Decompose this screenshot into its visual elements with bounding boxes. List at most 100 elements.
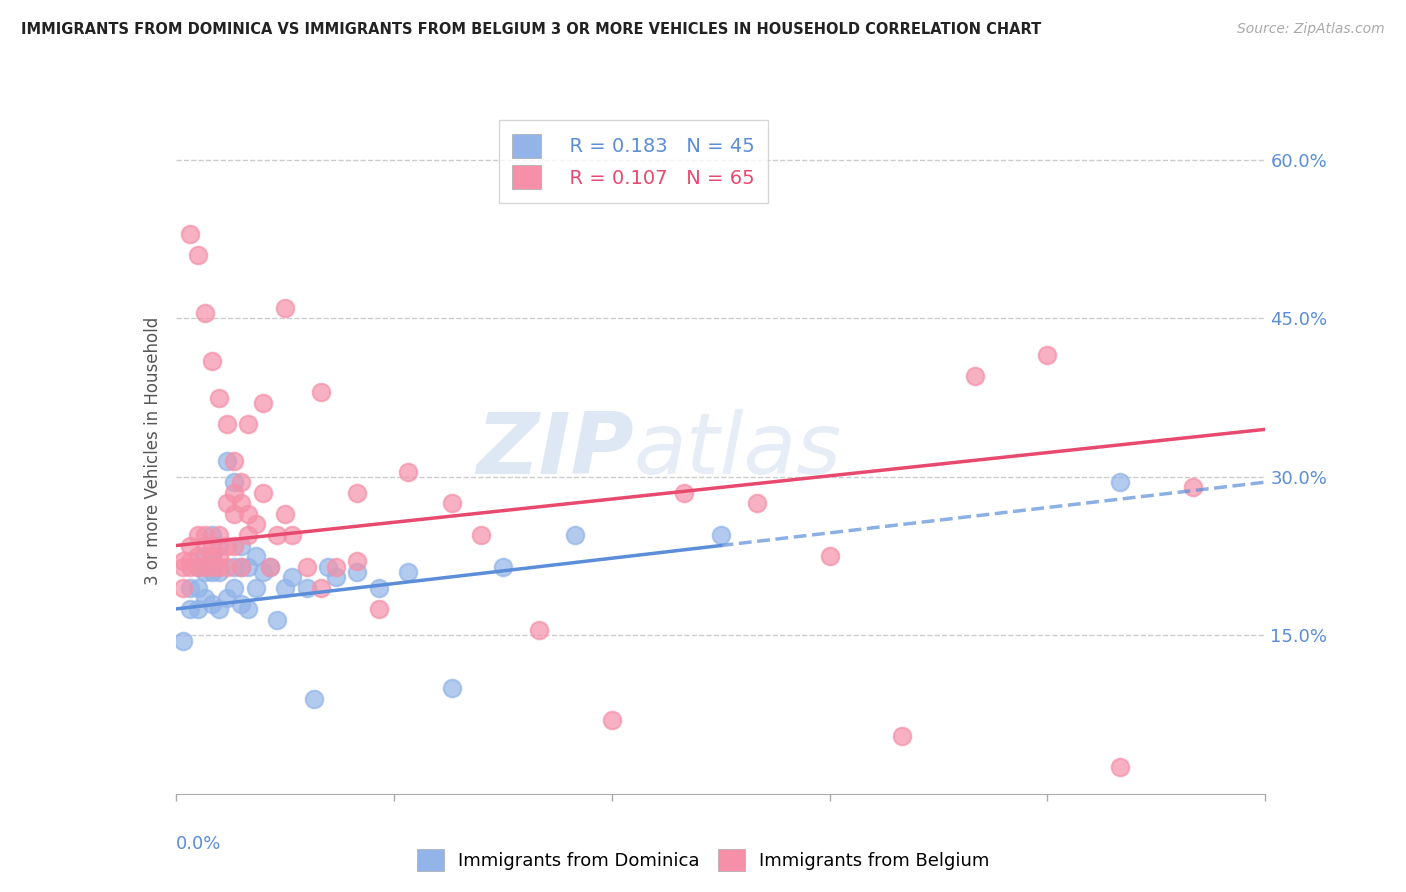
Point xyxy=(194,306,217,320)
Point xyxy=(194,539,217,553)
Point xyxy=(208,559,231,574)
Point xyxy=(492,559,515,574)
Point xyxy=(274,581,297,595)
Point xyxy=(346,554,368,568)
Point xyxy=(222,454,245,468)
Point xyxy=(172,554,194,568)
Point xyxy=(201,565,224,579)
Point xyxy=(222,539,245,553)
Point xyxy=(710,528,733,542)
Point xyxy=(245,549,267,563)
Point xyxy=(963,369,986,384)
Point xyxy=(231,559,253,574)
Point xyxy=(238,417,260,431)
Point xyxy=(194,528,217,542)
Text: atlas: atlas xyxy=(633,409,841,492)
Point xyxy=(208,391,231,405)
Y-axis label: 3 or more Vehicles in Household: 3 or more Vehicles in Household xyxy=(143,317,162,584)
Point xyxy=(368,602,391,616)
Point xyxy=(274,507,297,521)
Point xyxy=(186,549,209,563)
Legend:   R = 0.183   N = 45,   R = 0.107   N = 65: R = 0.183 N = 45, R = 0.107 N = 65 xyxy=(499,120,768,202)
Point xyxy=(309,385,332,400)
Point xyxy=(179,559,201,574)
Point xyxy=(302,691,325,706)
Legend: Immigrants from Dominica, Immigrants from Belgium: Immigrants from Dominica, Immigrants fro… xyxy=(409,842,997,879)
Point xyxy=(186,602,209,616)
Point xyxy=(215,559,238,574)
Point xyxy=(238,602,260,616)
Point xyxy=(252,565,274,579)
Point xyxy=(179,581,201,595)
Point xyxy=(252,396,274,410)
Text: Source: ZipAtlas.com: Source: ZipAtlas.com xyxy=(1237,22,1385,37)
Point xyxy=(281,528,304,542)
Point xyxy=(745,496,768,510)
Point xyxy=(201,539,224,553)
Point xyxy=(222,559,245,574)
Point xyxy=(194,559,217,574)
Text: ZIP: ZIP xyxy=(475,409,633,492)
Point xyxy=(222,581,245,595)
Point xyxy=(1181,480,1204,494)
Point xyxy=(527,623,550,637)
Point xyxy=(266,528,288,542)
Point xyxy=(1109,475,1132,490)
Point xyxy=(295,581,318,595)
Point xyxy=(295,559,318,574)
Point xyxy=(266,613,288,627)
Point xyxy=(179,602,201,616)
Point xyxy=(172,559,194,574)
Point xyxy=(259,559,281,574)
Point xyxy=(440,496,463,510)
Point xyxy=(208,528,231,542)
Point xyxy=(215,591,238,606)
Point xyxy=(201,353,224,368)
Point xyxy=(222,475,245,490)
Point xyxy=(208,602,231,616)
Point xyxy=(346,485,368,500)
Point xyxy=(186,528,209,542)
Point xyxy=(179,227,201,241)
Point xyxy=(179,554,201,568)
Point xyxy=(1036,348,1059,362)
Point xyxy=(172,581,194,595)
Point xyxy=(186,559,209,574)
Point xyxy=(208,539,231,553)
Point xyxy=(818,549,841,563)
Point xyxy=(208,549,231,563)
Text: 0.0%: 0.0% xyxy=(176,835,221,853)
Point xyxy=(1109,760,1132,774)
Point xyxy=(215,496,238,510)
Point xyxy=(396,565,419,579)
Point xyxy=(309,581,332,595)
Point xyxy=(231,475,253,490)
Text: IMMIGRANTS FROM DOMINICA VS IMMIGRANTS FROM BELGIUM 3 OR MORE VEHICLES IN HOUSEH: IMMIGRANTS FROM DOMINICA VS IMMIGRANTS F… xyxy=(21,22,1042,37)
Point xyxy=(222,485,245,500)
Point xyxy=(238,507,260,521)
Point xyxy=(215,417,238,431)
Point xyxy=(201,528,224,542)
Point xyxy=(179,539,201,553)
Point xyxy=(231,559,253,574)
Point xyxy=(318,559,340,574)
Point xyxy=(208,565,231,579)
Point xyxy=(231,597,253,611)
Point xyxy=(231,496,253,510)
Point xyxy=(238,559,260,574)
Point xyxy=(215,539,238,553)
Point xyxy=(186,581,209,595)
Point xyxy=(564,528,586,542)
Point xyxy=(186,248,209,262)
Point xyxy=(281,570,304,584)
Point xyxy=(891,729,914,743)
Point xyxy=(194,549,217,563)
Point xyxy=(440,681,463,696)
Point xyxy=(231,539,253,553)
Point xyxy=(600,713,623,727)
Point xyxy=(201,549,224,563)
Point xyxy=(201,549,224,563)
Point xyxy=(245,517,267,532)
Point xyxy=(274,301,297,315)
Point xyxy=(194,565,217,579)
